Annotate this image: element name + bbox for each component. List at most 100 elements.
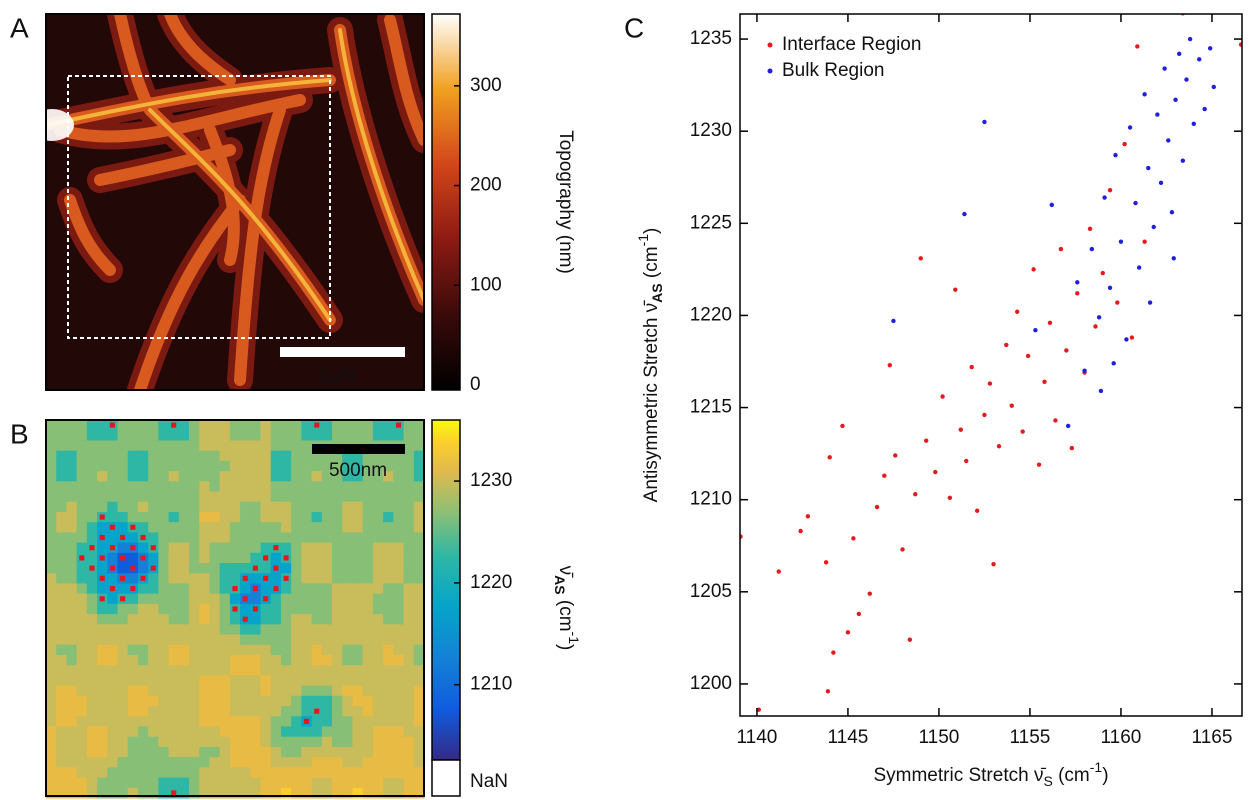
map-pixel [362, 603, 374, 615]
map-pixel [107, 757, 119, 768]
map-pixel [352, 532, 364, 544]
map-pixel [413, 460, 425, 472]
map-pixel [229, 736, 241, 748]
map-pixel [321, 685, 333, 697]
map-pixel [127, 695, 139, 707]
map-pixel [250, 767, 262, 779]
colorbar-tick-label: 1210 [470, 674, 512, 695]
map-pixel [46, 777, 57, 789]
map-pixel [403, 593, 415, 605]
map-pixel [362, 654, 374, 666]
map-pixel [250, 481, 262, 493]
map-pixel [168, 685, 180, 697]
map-pixel [178, 440, 190, 452]
map-pixel [178, 746, 190, 758]
map-pixel [229, 450, 241, 462]
map-pixel [178, 757, 190, 768]
map-pixel [209, 644, 221, 656]
map-pixel [393, 614, 405, 625]
map-pixel [199, 563, 210, 574]
label-part: ν̄ [641, 300, 662, 313]
colorbar-tick-label: 300 [470, 75, 502, 96]
map-pixel [321, 706, 333, 717]
map-pixel [413, 430, 425, 441]
map-pixel [403, 491, 415, 503]
x-tick-label: 1150 [919, 727, 960, 748]
label-part: -1 [635, 234, 651, 247]
map-pixel [137, 634, 149, 646]
flag-pixel [242, 596, 248, 602]
map-pixel [137, 460, 149, 472]
map-pixel [168, 654, 180, 666]
map-pixel [148, 777, 159, 789]
map-pixel [280, 522, 292, 533]
map-pixel [352, 552, 364, 564]
label-part: (cm [641, 246, 662, 283]
map-pixel [260, 542, 272, 554]
map-pixel [107, 603, 119, 615]
map-pixel [393, 757, 405, 768]
map-pixel [311, 563, 323, 574]
map-pixel [199, 420, 210, 431]
map-pixel [137, 542, 149, 554]
map-pixel [393, 491, 405, 503]
map-pixel [413, 665, 425, 676]
map-pixel [280, 471, 292, 482]
map-pixel [107, 532, 119, 544]
map-pixel [117, 511, 129, 523]
map-pixel [209, 511, 221, 523]
map-pixel [280, 634, 292, 646]
map-pixel [250, 532, 262, 544]
map-pixel [209, 583, 221, 595]
flag-pixel [273, 565, 279, 571]
map-pixel [56, 542, 67, 554]
map-pixel [209, 614, 221, 625]
image-frame [45, 13, 425, 391]
map-pixel [383, 614, 394, 625]
point [891, 318, 896, 324]
map-pixel [362, 726, 374, 738]
map-pixel [56, 695, 67, 707]
map-pixel [240, 522, 251, 533]
map-pixel [372, 532, 384, 544]
map-pixel [250, 726, 262, 738]
map-pixel [301, 552, 313, 564]
map-pixel [280, 654, 292, 666]
map-pixel [280, 757, 292, 768]
map-pixel [229, 491, 241, 503]
map-pixel [393, 501, 405, 513]
map-pixel [393, 695, 405, 707]
map-pixel [301, 665, 313, 676]
map-pixel [413, 522, 425, 533]
map-pixel [46, 511, 57, 523]
map-pixel [301, 706, 313, 717]
map-pixel [260, 706, 272, 717]
map-pixel [46, 491, 57, 503]
point [969, 364, 974, 370]
point [900, 547, 905, 552]
map-pixel [107, 736, 119, 748]
map-pixel [219, 706, 231, 717]
map-pixel [209, 552, 221, 564]
map-pixel [46, 471, 57, 482]
map-pixel [229, 665, 241, 676]
map-pixel [168, 644, 180, 656]
map-pixel [240, 563, 251, 574]
map-pixel [209, 726, 221, 738]
map-pixel [291, 471, 302, 482]
map-pixel [270, 532, 282, 544]
spectral-map [46, 420, 425, 799]
map-pixel [148, 603, 159, 615]
flag-pixel [263, 575, 269, 581]
map-pixel [97, 695, 108, 707]
map-pixel [46, 695, 57, 707]
map-pixel [372, 420, 384, 431]
map-pixel [189, 481, 200, 493]
flag-pixel [109, 422, 115, 428]
map-pixel [301, 736, 313, 748]
map-pixel [56, 491, 67, 503]
map-pixel [46, 603, 57, 615]
map-pixel [372, 501, 384, 513]
map-pixel [250, 634, 262, 646]
map-pixel [86, 726, 98, 738]
